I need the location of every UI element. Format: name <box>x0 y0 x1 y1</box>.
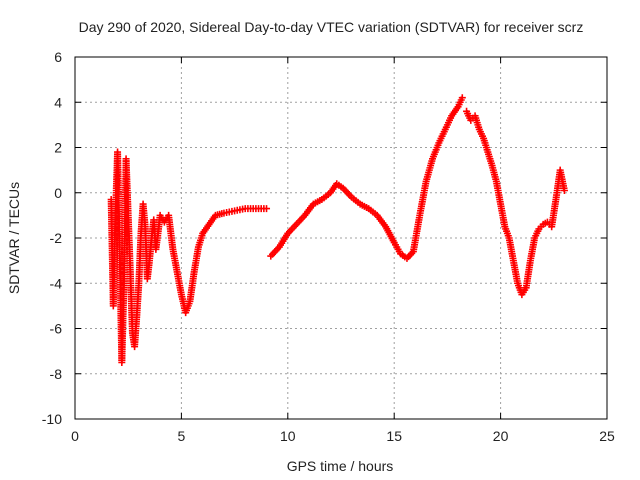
y-tick-label: -4 <box>50 275 63 291</box>
x-tick-label: 10 <box>280 428 296 444</box>
y-tick-label: 6 <box>54 49 62 65</box>
y-tick-label: -6 <box>50 321 63 337</box>
data-point <box>263 205 271 213</box>
x-tick-label: 15 <box>386 428 402 444</box>
x-tick-label: 20 <box>493 428 509 444</box>
data-series <box>267 94 466 262</box>
y-tick-label: 2 <box>54 140 62 156</box>
y-tick-label: -2 <box>50 230 63 246</box>
y-tick-label: 0 <box>54 185 62 201</box>
data-markers <box>107 94 568 366</box>
y-tick-label: -8 <box>50 366 63 382</box>
y-axis-label: SDTVAR / TECUs <box>6 182 22 294</box>
y-tick-label: -10 <box>42 411 62 427</box>
data-series <box>463 107 568 299</box>
axis-ticks: 0 5 10 15 20 25 -10 -8 -6 -4 -2 0 2 4 6 <box>42 49 615 444</box>
data-point <box>458 94 466 102</box>
x-tick-label: 25 <box>599 428 615 444</box>
data-point <box>560 186 568 194</box>
y-tick-label: 4 <box>54 94 62 110</box>
x-tick-label: 5 <box>178 428 186 444</box>
data-series <box>107 148 271 366</box>
x-axis-label: GPS time / hours <box>287 458 394 474</box>
x-tick-label: 0 <box>71 428 79 444</box>
chart-title: Day 290 of 2020, Sidereal Day-to-day VTE… <box>79 19 584 35</box>
grid-lines <box>75 57 607 419</box>
